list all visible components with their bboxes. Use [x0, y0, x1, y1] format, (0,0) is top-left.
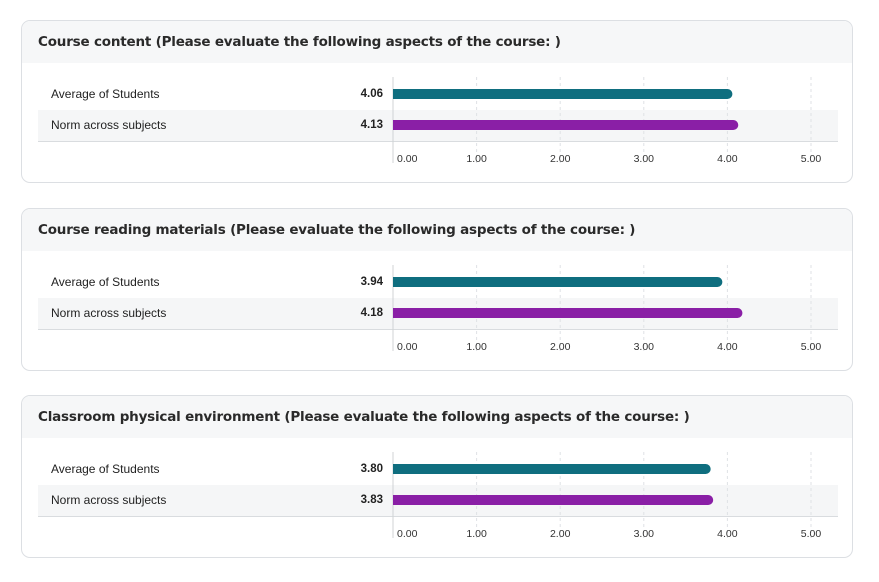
row-label: Average of Students	[51, 275, 160, 289]
tick-label: 0.00	[397, 153, 418, 165]
chart-title: Course reading materials (Please evaluat…	[22, 209, 852, 251]
chart-area: Average of Students 3.80 Norm across sub…	[22, 438, 852, 557]
row-label: Norm across subjects	[51, 306, 167, 320]
tick-label: 1.00	[466, 153, 487, 165]
tick-label: 5.00	[801, 528, 822, 540]
bar-left-edge	[393, 308, 399, 318]
row-label: Norm across subjects	[51, 118, 167, 132]
bar-plot: 0.00 1.00 2.00 3.00 4.00 5.00	[392, 265, 822, 353]
data-label: 4.18	[360, 307, 383, 319]
chart-card-course-reading-materials: Course reading materials (Please evaluat…	[21, 208, 853, 371]
tick-label: 4.00	[717, 528, 738, 540]
bar-plot: 0.00 1.00 2.00 3.00 4.00 5.00	[392, 77, 822, 165]
chart-area: Average of Students 3.94 Norm across sub…	[22, 251, 852, 370]
tick-label: 5.00	[801, 153, 822, 165]
row-average-of-students: Average of Students 4.06	[38, 79, 838, 110]
row-label: Average of Students	[51, 87, 160, 101]
tick-label: 0.00	[397, 341, 418, 353]
tick-label: 2.00	[550, 528, 571, 540]
chart-title: Course content (Please evaluate the foll…	[22, 21, 852, 63]
bar	[393, 308, 743, 318]
bar	[393, 464, 711, 474]
tick-label: 5.00	[801, 341, 822, 353]
tick-label: 4.00	[717, 341, 738, 353]
axis-baseline	[38, 141, 838, 142]
tick-label: 4.00	[717, 153, 738, 165]
row-label: Average of Students	[51, 462, 160, 476]
bar-left-edge	[393, 495, 399, 505]
row-average-of-students: Average of Students 3.80	[38, 454, 838, 485]
tick-label: 0.00	[397, 528, 418, 540]
axis-baseline	[38, 516, 838, 517]
bar-left-edge	[393, 464, 399, 474]
tick-label: 2.00	[550, 341, 571, 353]
bar	[393, 120, 739, 130]
chart-card-course-content: Course content (Please evaluate the foll…	[21, 20, 853, 183]
data-label: 3.94	[360, 276, 383, 288]
axis-baseline	[38, 329, 838, 330]
row-label: Norm across subjects	[51, 493, 167, 507]
tick-label: 3.00	[634, 341, 655, 353]
bar	[393, 495, 714, 505]
data-label: 4.13	[360, 119, 383, 131]
chart-title: Classroom physical environment (Please e…	[22, 396, 852, 438]
chart-area: Average of Students 4.06 Norm across sub…	[22, 63, 852, 182]
tick-label: 2.00	[550, 153, 571, 165]
bar-left-edge	[393, 277, 399, 287]
data-label: 4.06	[360, 88, 383, 100]
bar-left-edge	[393, 89, 399, 99]
data-label: 3.80	[360, 463, 383, 475]
chart-card-classroom-physical-environment: Classroom physical environment (Please e…	[21, 395, 853, 558]
row-average-of-students: Average of Students 3.94	[38, 267, 838, 298]
tick-label: 1.00	[466, 528, 487, 540]
data-label: 3.83	[360, 494, 383, 506]
bar-plot: 0.00 1.00 2.00 3.00 4.00 5.00	[392, 452, 822, 540]
tick-label: 3.00	[634, 153, 655, 165]
bar-left-edge	[393, 120, 399, 130]
bar	[393, 89, 733, 99]
tick-label: 3.00	[634, 528, 655, 540]
bar	[393, 277, 723, 287]
tick-label: 1.00	[466, 341, 487, 353]
